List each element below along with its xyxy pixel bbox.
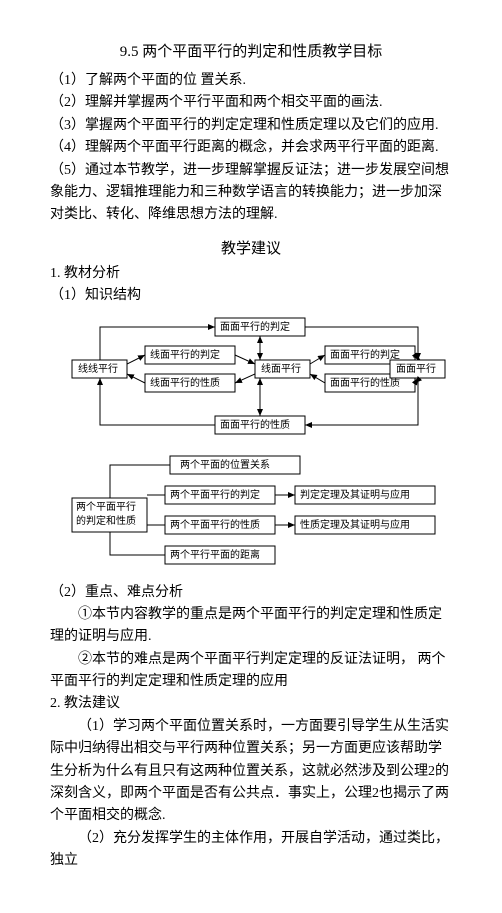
- d2-b1: 两个平面的位置关系: [180, 458, 270, 471]
- goal-1: （1）了解两个平面的位 置关系.: [50, 70, 452, 92]
- advice-title: 教学建议: [50, 237, 452, 261]
- d1-b8: 面面平行: [396, 362, 436, 375]
- sec1-p1: ①本节内容教学的重点是两个平面平行的判定定理和性质定理的证明与应用.: [50, 604, 452, 649]
- d2-b4: 判定定理及其证明与应用: [300, 488, 410, 501]
- d1-b1: 面面平行的判定: [220, 320, 290, 333]
- d1-b3: 面面平行的判定: [330, 348, 400, 361]
- sec1-sub2: （2）重点、难点分析: [50, 582, 452, 604]
- d1-b2: 线面平行的判定: [150, 348, 220, 361]
- sec1-sub1: （1）知识结构: [50, 285, 452, 307]
- d2-b7: 两个平行平面的距离: [170, 548, 260, 561]
- diagram-1: 面面平行的判定 线线平行 线面平行的判定 线面平行的性质 线面平行 面面平行的判…: [70, 316, 452, 446]
- goal-3: （3）掌握两个平面平行的判定定理和性质定理以及它们的应用.: [50, 115, 452, 137]
- goal-5: （5）通过本节教学，进一步理解掌握反证法；进一步发展空间想象能力、逻辑推理能力和…: [50, 160, 452, 227]
- d1-b9: 面面平行的性质: [220, 418, 290, 431]
- sec2-p3: （1）学习两个平面位置关系时，一方面要引导学生从生活实际中归纳得出相交与平行两种…: [50, 716, 452, 828]
- diagram-2: 两个平面的位置关系 两个平面平行 的判定和性质 两个平面平行的判定 判定定理及其…: [70, 454, 452, 574]
- sec1-p2: ②本节的难点是两个平面平行判定定理的反证法证明， 两个平面平行的判定定理和性质定…: [50, 649, 452, 694]
- page-title: 9.5 两个平面平行的判定和性质教学目标: [50, 40, 452, 64]
- d1-b4: 线线平行: [78, 362, 118, 375]
- d1-b5: 线面平行的性质: [150, 376, 220, 389]
- d2-b2a: 两个平面平行: [76, 500, 136, 513]
- d2-b2b: 的判定和性质: [76, 514, 136, 527]
- goal-4: （4）理解两个平面平行距离的概念，并会求两平行平面的距离.: [50, 137, 452, 159]
- d2-b6: 性质定理及其证明与应用: [300, 518, 410, 531]
- d2-b5: 两个平面平行的性质: [170, 518, 260, 531]
- goal-2: （2）理解并掌握两个平行平面和两个相交平面的画法.: [50, 92, 452, 114]
- sec2-p4: （2）充分发挥学生的主体作用，开展自学活动，通过类比，独立: [50, 828, 452, 873]
- sec1-heading: 1. 教材分析: [50, 263, 452, 285]
- d1-b6: 线面平行: [261, 362, 301, 375]
- d2-b3: 两个平面平行的判定: [170, 488, 260, 501]
- sec2-heading: 2. 教法建议: [50, 693, 452, 715]
